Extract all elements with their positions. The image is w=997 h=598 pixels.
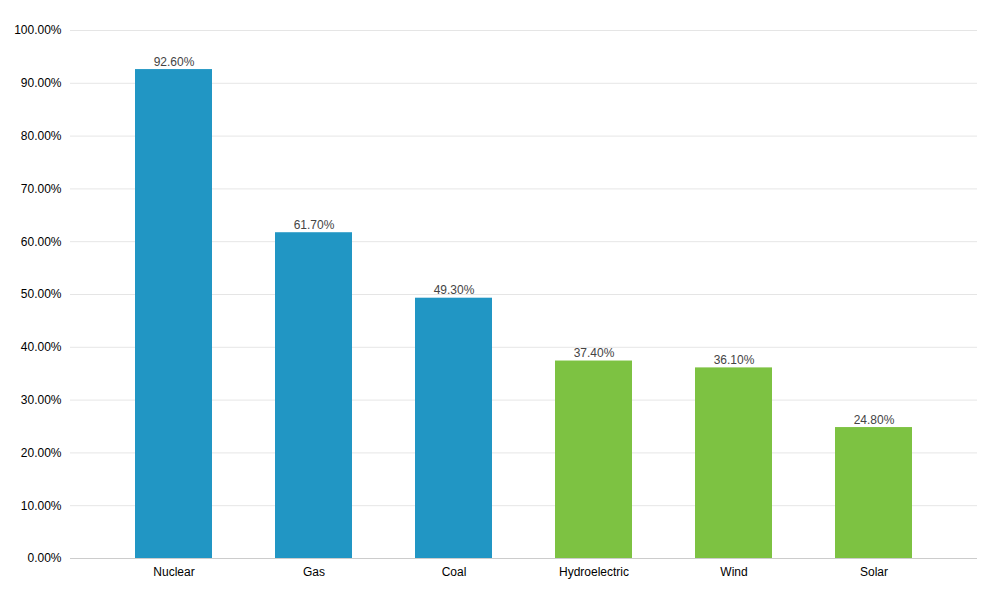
svg-text:49.30%: 49.30%	[434, 283, 475, 297]
svg-text:30.00%: 30.00%	[21, 393, 62, 407]
svg-text:100.00%: 100.00%	[14, 23, 62, 37]
svg-text:61.70%: 61.70%	[294, 218, 335, 232]
svg-text:40.00%: 40.00%	[21, 340, 62, 354]
svg-text:Wind: Wind	[720, 565, 747, 579]
svg-text:60.00%: 60.00%	[21, 235, 62, 249]
svg-text:24.80%: 24.80%	[854, 413, 895, 427]
svg-text:Gas: Gas	[303, 565, 325, 579]
svg-text:50.00%: 50.00%	[21, 287, 62, 301]
svg-text:Coal: Coal	[442, 565, 467, 579]
svg-text:80.00%: 80.00%	[21, 129, 62, 143]
svg-text:70.00%: 70.00%	[21, 182, 62, 196]
svg-text:10.00%: 10.00%	[21, 499, 62, 513]
svg-text:Hydroelectric: Hydroelectric	[559, 565, 629, 579]
svg-text:90.00%: 90.00%	[21, 76, 62, 90]
svg-text:20.00%: 20.00%	[21, 446, 62, 460]
svg-text:Solar: Solar	[860, 565, 888, 579]
svg-text:37.40%: 37.40%	[574, 346, 615, 360]
svg-text:36.10%: 36.10%	[714, 353, 755, 367]
svg-text:92.60%: 92.60%	[154, 55, 195, 69]
svg-text:0.00%: 0.00%	[27, 551, 61, 565]
svg-text:Nuclear: Nuclear	[153, 565, 194, 579]
